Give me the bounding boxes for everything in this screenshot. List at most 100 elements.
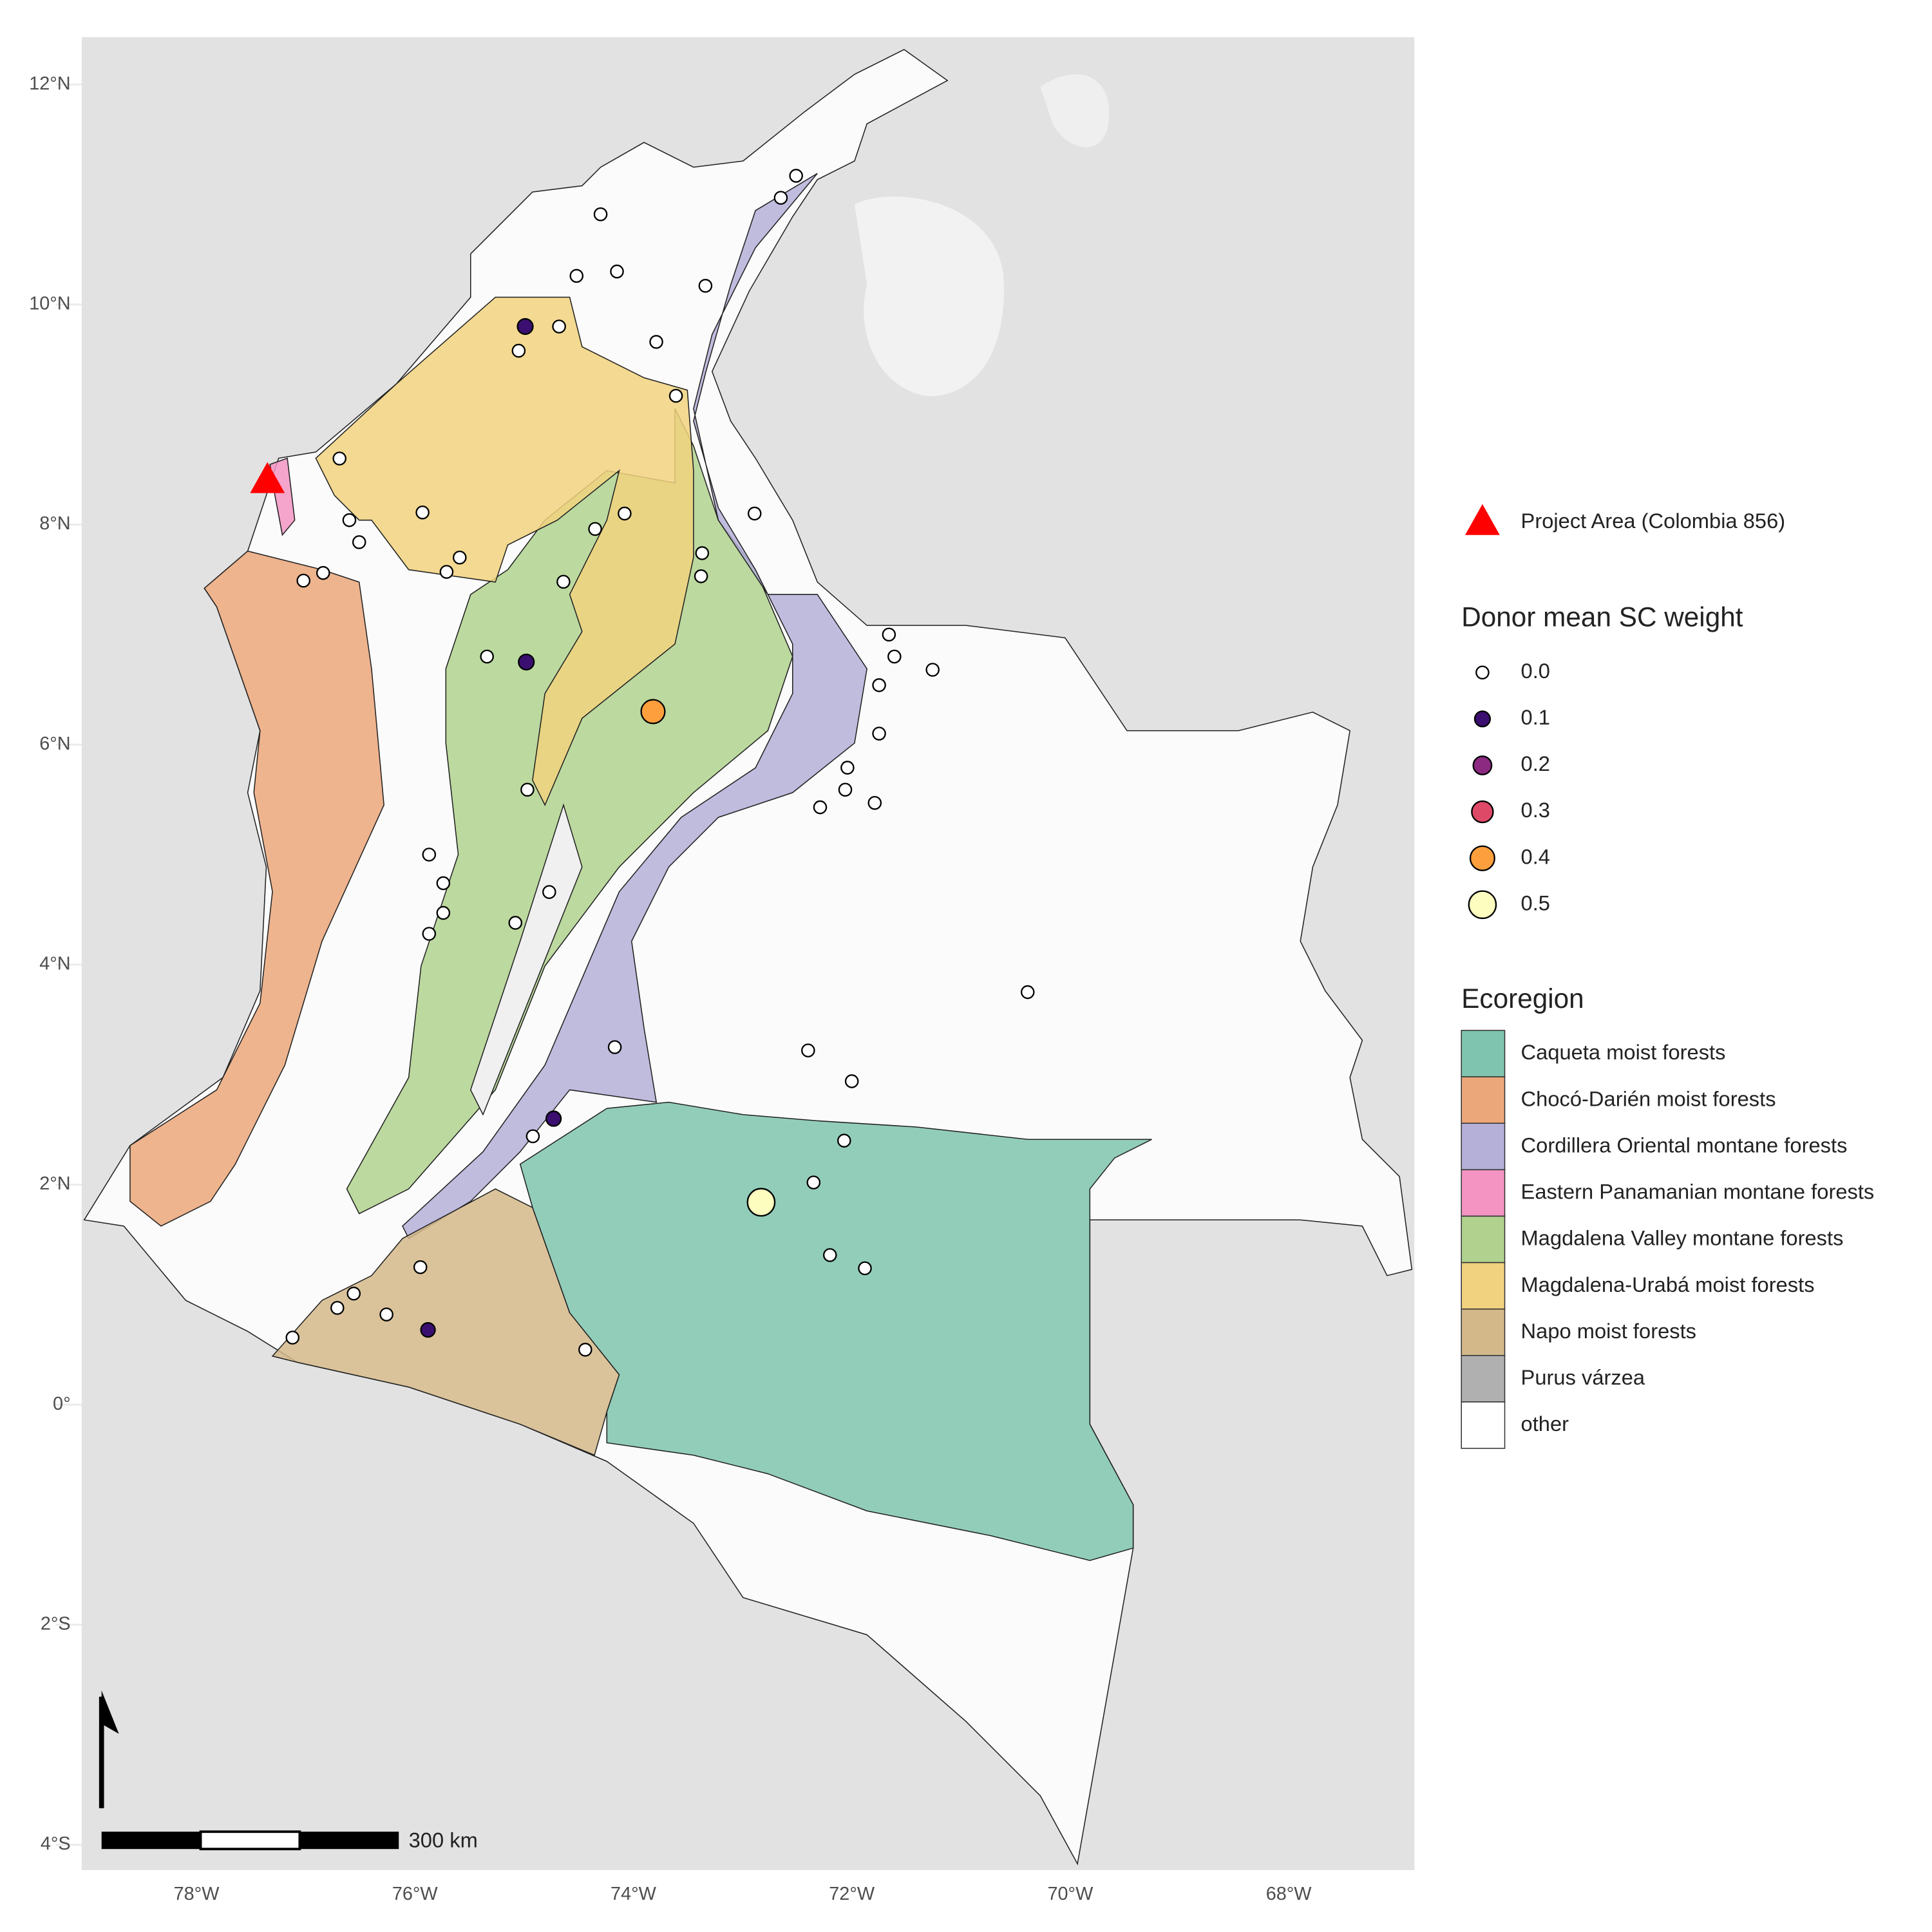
lake <box>854 196 1004 397</box>
donor-point <box>813 800 828 815</box>
donor-point <box>420 1321 436 1338</box>
donor-point <box>453 550 467 565</box>
x-tick-label: 68°W <box>1266 1884 1312 1904</box>
donor-point <box>801 1043 815 1057</box>
project-marker <box>250 462 285 493</box>
y-tick-label: 10°N <box>29 293 70 314</box>
donor-point <box>439 565 454 579</box>
legend-swatch <box>1461 1355 1506 1403</box>
donor-point <box>545 1110 562 1127</box>
x-tick-label: 70°W <box>1047 1884 1094 1904</box>
donor-point <box>822 1248 837 1262</box>
y-tick-label: 2°N <box>39 1173 70 1194</box>
donor-point <box>520 782 535 797</box>
legend-label: 0.4 <box>1521 844 1550 868</box>
valley <box>469 803 583 1116</box>
donor-point <box>578 1343 592 1357</box>
donor-point <box>789 169 803 183</box>
donor-point <box>838 782 853 797</box>
legend-swatch <box>1461 1169 1506 1217</box>
donor-point <box>352 535 366 549</box>
donor-point <box>840 761 855 775</box>
donor-point <box>872 678 886 692</box>
legend-label: Chocó-Darién moist forests <box>1521 1086 1776 1110</box>
donor-point <box>422 927 437 941</box>
donor-point <box>618 506 632 521</box>
donor-point <box>858 1261 872 1276</box>
donor-point <box>569 269 584 283</box>
donor-point <box>844 1074 859 1088</box>
legend-project-marker <box>1465 504 1500 535</box>
scale-segment <box>199 1830 301 1851</box>
donor-point <box>649 335 663 349</box>
caqueta <box>519 1101 1152 1561</box>
legend-size-key <box>1471 800 1494 824</box>
legend-label: Caqueta moist forests <box>1521 1040 1726 1064</box>
donor-point <box>285 1331 300 1345</box>
scale-label: 300 km <box>409 1828 478 1852</box>
legend-label: 0.2 <box>1521 752 1550 775</box>
donor-point <box>516 317 534 336</box>
legend-size-key <box>1475 665 1490 679</box>
x-tick-label: 78°W <box>174 1884 220 1904</box>
donor-point <box>668 388 683 403</box>
legend-size-key <box>1472 755 1493 775</box>
donor-point <box>556 574 571 589</box>
donor-point <box>552 319 566 334</box>
donor-point <box>867 795 882 810</box>
donor-point <box>588 522 602 536</box>
legend-swatch <box>1461 1262 1506 1310</box>
island <box>1040 74 1110 147</box>
legend: Donor mean SC weight Ecoregion Project A… <box>1461 504 1874 1449</box>
legend-label: Magdalena-Urabá moist forests <box>1521 1273 1815 1296</box>
x-tick-label: 72°W <box>829 1884 875 1904</box>
donor-point <box>925 663 940 677</box>
donor-point <box>610 264 624 279</box>
donor-point <box>837 1133 851 1148</box>
donor-point <box>593 207 608 222</box>
legend-size-key <box>1473 710 1492 728</box>
donor-point <box>747 506 762 521</box>
scale-segment <box>101 1832 201 1850</box>
legend-swatch <box>1461 1308 1506 1356</box>
points <box>250 169 1035 1357</box>
legend-title: Donor mean SC weight <box>1461 602 1743 632</box>
donor-point <box>436 905 451 920</box>
legend-label: 0.3 <box>1521 798 1550 822</box>
donor-point <box>436 876 451 891</box>
donor-point <box>698 279 713 293</box>
donor-point <box>695 546 710 560</box>
donor-point <box>746 1188 776 1217</box>
donor-point <box>330 1301 345 1315</box>
north-arrow-head <box>101 1690 119 1734</box>
legend-label: Cordillera Oriental montane forests <box>1521 1133 1848 1157</box>
legend-label: 0.0 <box>1521 659 1550 683</box>
donor-point <box>518 653 535 671</box>
legend-size-key <box>1468 890 1497 920</box>
donor-point <box>511 343 526 358</box>
donor-point <box>882 627 896 642</box>
donor-point <box>296 573 310 588</box>
scale-bar: 300 km <box>101 1828 478 1852</box>
y-tick-label: 12°N <box>29 73 70 94</box>
legend-swatch <box>1461 1215 1506 1264</box>
donor-point <box>806 1175 821 1189</box>
donor-point <box>508 916 523 930</box>
donor-point <box>415 505 430 520</box>
donor-point <box>872 726 886 741</box>
donor-point <box>342 513 357 527</box>
y-tick-label: 8°N <box>39 513 70 534</box>
donor-point <box>480 649 494 664</box>
choco-darien <box>129 550 384 1227</box>
magdalena-uraba <box>315 296 694 806</box>
legend-swatch <box>1461 1122 1506 1171</box>
donor-point <box>379 1307 393 1321</box>
scale-segment <box>299 1832 399 1850</box>
legend-label: 0.5 <box>1521 891 1550 914</box>
donor-point <box>640 699 666 724</box>
north-arrow <box>99 1690 119 1808</box>
legend-label: Napo moist forests <box>1521 1319 1696 1343</box>
donor-point <box>887 649 902 664</box>
